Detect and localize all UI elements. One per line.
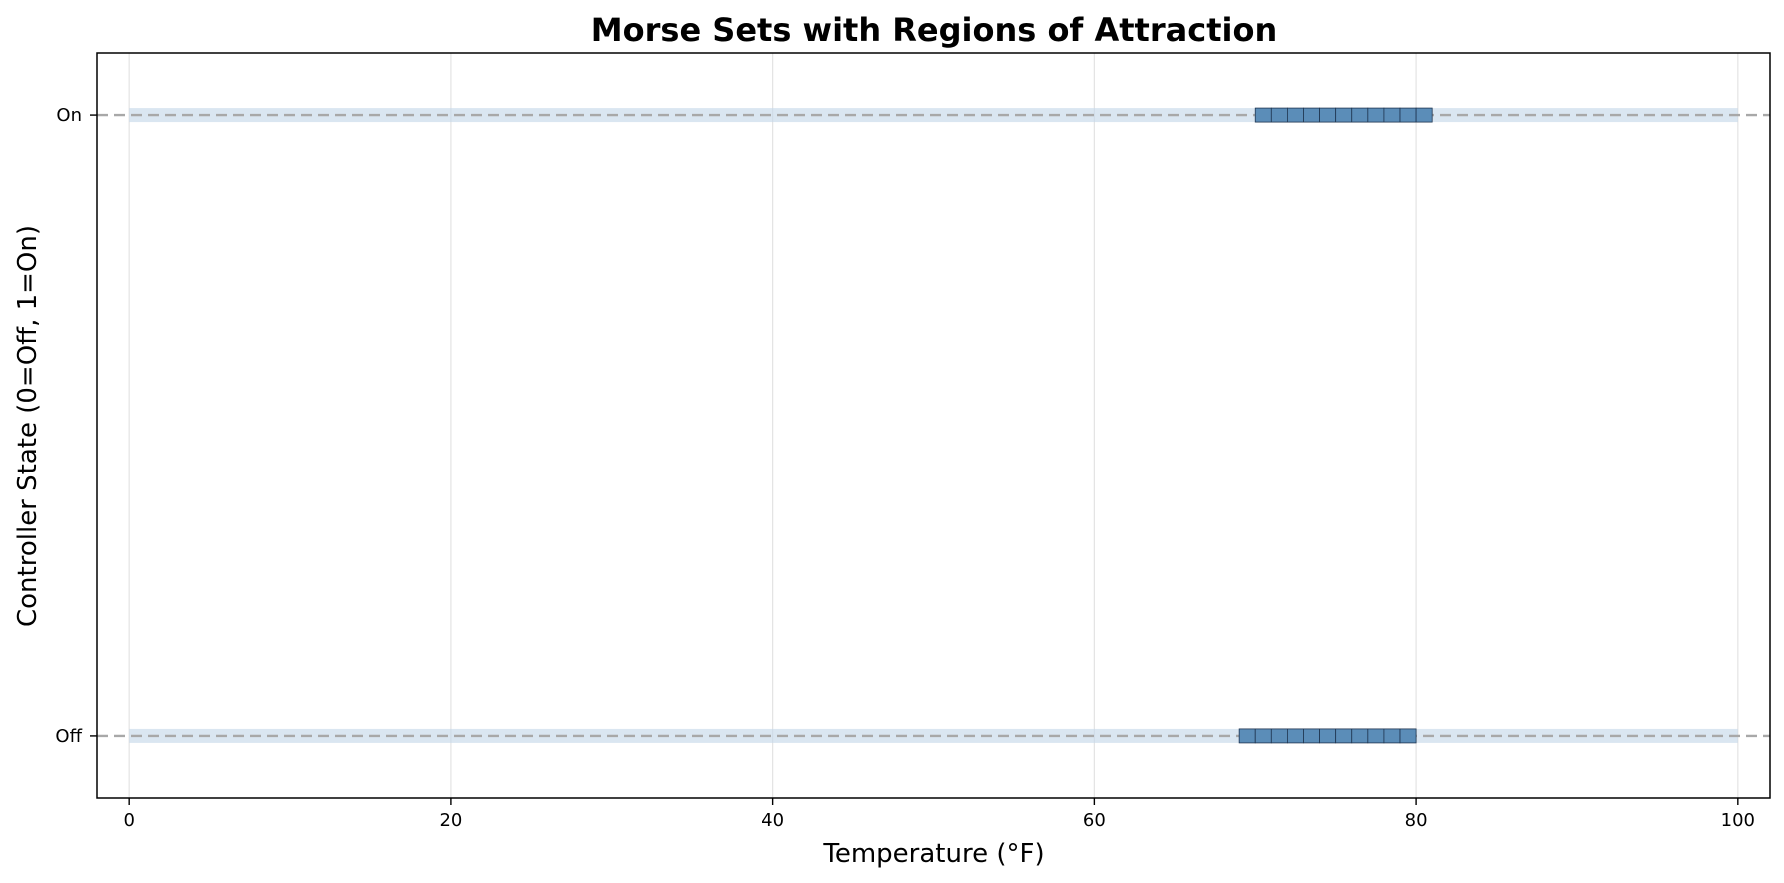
y-axis-label: Controller State (0=Off, 1=On): [13, 225, 43, 627]
morse-set-cell: [1351, 107, 1369, 123]
morse-set-cell: [1383, 728, 1401, 744]
plot-frame: [96, 52, 1771, 799]
morse-set-cell: [1238, 728, 1256, 744]
morse-set-cell: [1270, 728, 1288, 744]
morse-set-cell: [1270, 107, 1288, 123]
grid-lines: [128, 53, 1739, 798]
x-tick-label: 0: [123, 810, 134, 831]
y-tick-label: On: [56, 105, 82, 126]
x-tick-label: 40: [761, 810, 784, 831]
state-lines: [97, 113, 1770, 738]
morse-set-cell: [1367, 107, 1385, 123]
morse-set-cell: [1319, 107, 1337, 123]
morse-set-cell: [1399, 107, 1417, 123]
morse-set-cell: [1335, 107, 1353, 123]
morse-set-cell: [1351, 728, 1369, 744]
morse-set-cell: [1254, 728, 1272, 744]
y-tick-label: Off: [55, 726, 82, 747]
morse-set-cell: [1287, 728, 1304, 744]
x-tick-label: 20: [439, 810, 462, 831]
morse-set-cell: [1335, 728, 1353, 744]
morse-set-cell: [1303, 728, 1320, 744]
morse-set-cell: [1319, 728, 1337, 744]
morse-set-cell: [1415, 107, 1433, 123]
x-axis-ticks: 0 20 40 60 80 100: [123, 798, 1755, 831]
morse-set-cell: [1383, 107, 1401, 123]
x-axis-label: Temperature (°F): [822, 839, 1044, 869]
y-axis-ticks: Off On: [55, 105, 97, 747]
x-tick-label: 80: [1405, 810, 1428, 831]
morse-set-cell: [1287, 107, 1304, 123]
chart-title: Morse Sets with Regions of Attraction: [591, 11, 1277, 49]
morse-set-cell: [1399, 728, 1417, 744]
morse-set-cell: [1303, 107, 1320, 123]
morse-set-cells: [1238, 107, 1433, 744]
x-tick-label: 100: [1721, 810, 1755, 831]
morse-set-cell: [1367, 728, 1385, 744]
morse-set-cell: [1254, 107, 1272, 123]
x-tick-label: 60: [1083, 810, 1106, 831]
